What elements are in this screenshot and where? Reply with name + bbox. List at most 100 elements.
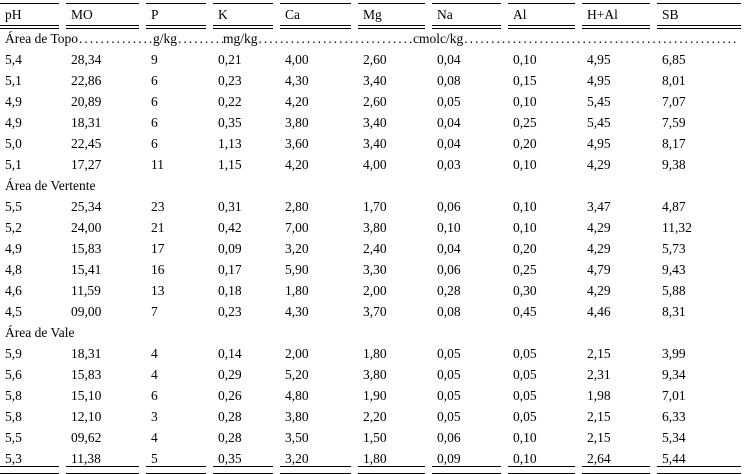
table-cell: 0,20 — [513, 240, 537, 256]
table-cell: 23 — [151, 198, 165, 214]
table-cell: 0,06 — [437, 198, 461, 214]
table-cell: 0,35 — [218, 114, 242, 130]
table-row: 5,1 22,86 6 0,23 4,30 3,40 0,08 0,15 4,95 8,01 — [0, 70, 748, 91]
table-cell: 12,10 — [71, 408, 102, 424]
table-row: 5,6 15,83 4 0,29 5,20 3,80 0,05 0,05 2,31 9,34 — [0, 364, 748, 385]
table-row: 5,1 17,27 11 1,15 4,20 4,00 0,03 0,10 4,29 9,38 — [0, 154, 748, 175]
unit-gkg: g/kg — [153, 31, 178, 46]
column-header-ca: Ca — [285, 6, 300, 22]
table-cell: 0,05 — [513, 366, 537, 382]
table-cell: 4,95 — [587, 72, 611, 88]
table-cell: 6 — [151, 135, 158, 151]
table-cell: 4,30 — [285, 303, 309, 319]
table-bottom-rule — [0, 469, 748, 474]
table-cell: 0,06 — [437, 261, 461, 277]
table-cell: 4,29 — [587, 156, 611, 172]
column-header-k: K — [218, 6, 228, 22]
table-cell: 28,34 — [71, 51, 102, 67]
table-cell: 4,95 — [587, 135, 611, 151]
table-cell: 4,9 — [5, 93, 22, 109]
table-cell: 1,70 — [363, 198, 387, 214]
table-cell: 0,26 — [218, 387, 242, 403]
table-cell: 5,3 — [0, 450, 66, 467]
table-cell: 4,95 — [587, 51, 611, 67]
table-cell: 0,08 — [437, 303, 461, 319]
table-cell: 1,80 — [285, 282, 309, 298]
table-cell: 17 — [151, 240, 165, 256]
table-cell: 6 — [151, 387, 158, 403]
table-row: 4,5 09,00 7 0,23 4,30 3,70 0,08 0,45 4,46 8,31 — [0, 301, 748, 322]
units-row: Área de Topo ...........................… — [0, 29, 748, 49]
table-cell: 0,30 — [513, 282, 537, 298]
table-cell: 0,10 — [513, 429, 537, 445]
table-cell: 5,5 — [5, 198, 22, 214]
table-cell: 7,00 — [285, 219, 309, 235]
table-cell: 6 — [151, 72, 158, 88]
table-cell: 5,4 — [5, 51, 22, 67]
table-cell: 4,87 — [662, 198, 686, 214]
rule-segment — [432, 28, 501, 29]
table-row: 5,3 11,38 5 0,35 3,20 1,80 0,09 0,10 2,64 5,44 — [0, 448, 748, 469]
table-cell: 0,23 — [218, 72, 242, 88]
rule-segment — [66, 25, 139, 26]
table-cell: 8,31 — [662, 303, 686, 319]
table-cell: 2,15 — [587, 429, 611, 445]
table-cell: 5,88 — [662, 282, 686, 298]
table-cell: 0,09 — [432, 450, 508, 467]
table-row: 5,8 12,10 3 0,28 3,80 2,20 0,05 0,05 2,15 6,33 — [0, 406, 748, 427]
table-cell: 0,45 — [513, 303, 537, 319]
table-cell: 4,20 — [285, 156, 309, 172]
column-header-na: Na — [437, 6, 453, 22]
table-cell: 2,80 — [285, 198, 309, 214]
table-cell: 11,38 — [66, 450, 146, 467]
table-cell: 0,04 — [437, 51, 461, 67]
table-cell: 3,80 — [285, 408, 309, 424]
table-cell: 5,5 — [5, 429, 22, 445]
table-row: 5,5 09,62 4 0,28 3,50 1,50 0,06 0,10 2,15 5,34 — [0, 427, 748, 448]
dot-leader: ........................................… — [79, 31, 153, 46]
table-cell: 11,32 — [662, 219, 692, 235]
table-cell: 0,18 — [218, 282, 242, 298]
table-cell: 7,01 — [662, 387, 686, 403]
table-cell: 4,46 — [587, 303, 611, 319]
table-cell: 2,40 — [363, 240, 387, 256]
table-cell: 9,34 — [662, 366, 686, 382]
table-cell: 4 — [151, 366, 158, 382]
rule-segment — [0, 28, 59, 29]
table-header-row: pH MO P K Ca Mg Na Al H+Al SB — [0, 4, 748, 25]
table-cell: 4,00 — [363, 156, 387, 172]
table-cell: 2,00 — [285, 345, 309, 361]
table-cell: 0,10 — [513, 51, 537, 67]
table-cell: 3 — [151, 408, 158, 424]
table-cell: 18,31 — [71, 114, 102, 130]
table-cell: 4,29 — [587, 240, 611, 256]
table-cell: 17,27 — [71, 156, 102, 172]
table-cell: 0,17 — [218, 261, 242, 277]
dot-leader: ........................................… — [464, 31, 738, 46]
table-cell: 5,34 — [662, 429, 686, 445]
table-cell: 0,31 — [218, 198, 242, 214]
table-cell: 0,04 — [437, 135, 461, 151]
table-cell: 0,05 — [513, 345, 537, 361]
table-cell: 15,83 — [71, 366, 102, 382]
table-cell: 3,20 — [280, 450, 358, 467]
table-cell: 4,20 — [285, 93, 309, 109]
table-cell: 3,30 — [363, 261, 387, 277]
unit-cmolckg: cmolc/kg — [413, 31, 464, 46]
table-cell: 2,15 — [587, 408, 611, 424]
section-label-topo: Área de Topo — [5, 31, 79, 46]
table-cell: 0,05 — [437, 93, 461, 109]
table-cell: 0,23 — [218, 303, 242, 319]
table-cell: 21 — [151, 219, 165, 235]
table-row: 5,5 25,34 23 0,31 2,80 1,70 0,06 0,10 3,47 4,87 — [0, 196, 748, 217]
table-cell: 3,80 — [363, 219, 387, 235]
table-row: 5,4 28,34 9 0,21 4,00 2,60 0,04 0,10 4,95 6,85 — [0, 49, 748, 70]
table-cell: 4,79 — [587, 261, 611, 277]
table-cell: 4,30 — [285, 72, 309, 88]
table-row: 5,2 24,00 21 0,42 7,00 3,80 0,10 0,10 4,29 11,32 — [0, 217, 748, 238]
rule-segment — [582, 25, 650, 26]
table-cell: 6,85 — [662, 51, 686, 67]
rule-segment — [146, 25, 206, 26]
rule-segment — [213, 28, 273, 29]
table-row: 4,9 20,89 6 0,22 4,20 2,60 0,05 0,10 5,45 7,07 — [0, 91, 748, 112]
